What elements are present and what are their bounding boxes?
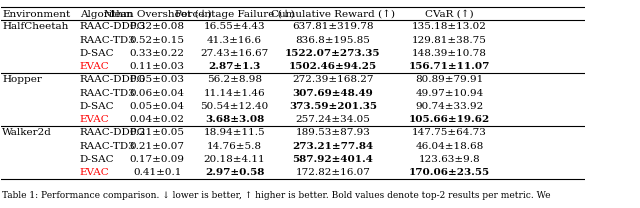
- Text: 135.18±13.02: 135.18±13.02: [412, 22, 487, 31]
- Text: RAAC-DDPG: RAAC-DDPG: [79, 22, 146, 31]
- Text: 0.21±0.07: 0.21±0.07: [130, 142, 185, 151]
- Text: 170.06±23.55: 170.06±23.55: [409, 168, 490, 177]
- Text: 147.75±64.73: 147.75±64.73: [412, 129, 487, 137]
- Text: Percentage Failure (↓): Percentage Failure (↓): [175, 10, 294, 19]
- Text: EVAC: EVAC: [79, 62, 109, 71]
- Text: RAAC-TD3: RAAC-TD3: [79, 89, 136, 98]
- Text: 18.94±11.5: 18.94±11.5: [204, 129, 266, 137]
- Text: 80.89±79.91: 80.89±79.91: [415, 75, 484, 84]
- Text: 156.71±11.07: 156.71±11.07: [409, 62, 490, 71]
- Text: Walker2d: Walker2d: [3, 129, 52, 137]
- Text: 3.68±3.08: 3.68±3.08: [205, 115, 264, 124]
- Text: Mean Overshoot (↓): Mean Overshoot (↓): [104, 10, 211, 19]
- Text: 49.97±10.94: 49.97±10.94: [415, 89, 484, 98]
- Text: 90.74±33.92: 90.74±33.92: [415, 102, 484, 111]
- Text: 1522.07±273.35: 1522.07±273.35: [285, 49, 381, 58]
- Text: 148.39±10.78: 148.39±10.78: [412, 49, 487, 58]
- Text: 373.59±201.35: 373.59±201.35: [289, 102, 377, 111]
- Text: RAAC-DDPG: RAAC-DDPG: [79, 75, 146, 84]
- Text: 587.92±401.4: 587.92±401.4: [292, 155, 373, 164]
- Text: 0.17±0.09: 0.17±0.09: [130, 155, 185, 164]
- Text: 0.21±0.05: 0.21±0.05: [130, 129, 185, 137]
- Text: 637.81±319.78: 637.81±319.78: [292, 22, 374, 31]
- Text: 0.11±0.03: 0.11±0.03: [130, 62, 185, 71]
- Text: D-SAC: D-SAC: [79, 155, 115, 164]
- Text: RAAC-TD3: RAAC-TD3: [79, 36, 136, 45]
- Text: 50.54±12.40: 50.54±12.40: [200, 102, 269, 111]
- Text: 2.87±1.3: 2.87±1.3: [209, 62, 260, 71]
- Text: 0.52±0.15: 0.52±0.15: [130, 36, 185, 45]
- Text: Cumulative Reward (↑): Cumulative Reward (↑): [271, 10, 395, 19]
- Text: D-SAC: D-SAC: [79, 49, 115, 58]
- Text: 56.2±8.98: 56.2±8.98: [207, 75, 262, 84]
- Text: 273.21±77.84: 273.21±77.84: [292, 142, 373, 151]
- Text: 14.76±5.8: 14.76±5.8: [207, 142, 262, 151]
- Text: 0.06±0.04: 0.06±0.04: [130, 89, 185, 98]
- Text: EVAC: EVAC: [79, 168, 109, 177]
- Text: CVaR (↑): CVaR (↑): [426, 10, 474, 19]
- Text: 0.41±0.1: 0.41±0.1: [133, 168, 182, 177]
- Text: 272.39±168.27: 272.39±168.27: [292, 75, 374, 84]
- Text: RAAC-TD3: RAAC-TD3: [79, 142, 136, 151]
- Text: EVAC: EVAC: [79, 115, 109, 124]
- Text: 105.66±19.62: 105.66±19.62: [409, 115, 490, 124]
- Text: 41.3±16.6: 41.3±16.6: [207, 36, 262, 45]
- Text: Algorithm: Algorithm: [79, 10, 132, 19]
- Text: Environment: Environment: [3, 10, 70, 19]
- Text: 307.69±48.49: 307.69±48.49: [292, 89, 373, 98]
- Text: 257.24±34.05: 257.24±34.05: [295, 115, 370, 124]
- Text: 836.8±195.85: 836.8±195.85: [295, 36, 370, 45]
- Text: 11.14±1.46: 11.14±1.46: [204, 89, 266, 98]
- Text: HalfCheetah: HalfCheetah: [3, 22, 69, 31]
- Text: Table 1: Performance comparison. ↓ lower is better, ↑ higher is better. Bold val: Table 1: Performance comparison. ↓ lower…: [3, 191, 551, 201]
- Text: 20.18±4.11: 20.18±4.11: [204, 155, 266, 164]
- Text: RAAC-DDPG: RAAC-DDPG: [79, 129, 146, 137]
- Text: D-SAC: D-SAC: [79, 102, 115, 111]
- Text: 0.33±0.22: 0.33±0.22: [130, 49, 185, 58]
- Text: 0.05±0.04: 0.05±0.04: [130, 102, 185, 111]
- Text: 2.97±0.58: 2.97±0.58: [205, 168, 264, 177]
- Text: Hopper: Hopper: [3, 75, 42, 84]
- Text: 27.43±16.67: 27.43±16.67: [200, 49, 269, 58]
- Text: 1502.46±94.25: 1502.46±94.25: [289, 62, 377, 71]
- Text: 129.81±38.75: 129.81±38.75: [412, 36, 487, 45]
- Text: 123.63±9.8: 123.63±9.8: [419, 155, 481, 164]
- Text: 189.53±87.93: 189.53±87.93: [295, 129, 370, 137]
- Text: 46.04±18.68: 46.04±18.68: [415, 142, 484, 151]
- Text: 0.32±0.08: 0.32±0.08: [130, 22, 185, 31]
- Text: 172.82±16.07: 172.82±16.07: [295, 168, 370, 177]
- Text: 16.55±4.43: 16.55±4.43: [204, 22, 266, 31]
- Text: 0.04±0.02: 0.04±0.02: [130, 115, 185, 124]
- Text: 0.05±0.03: 0.05±0.03: [130, 75, 185, 84]
